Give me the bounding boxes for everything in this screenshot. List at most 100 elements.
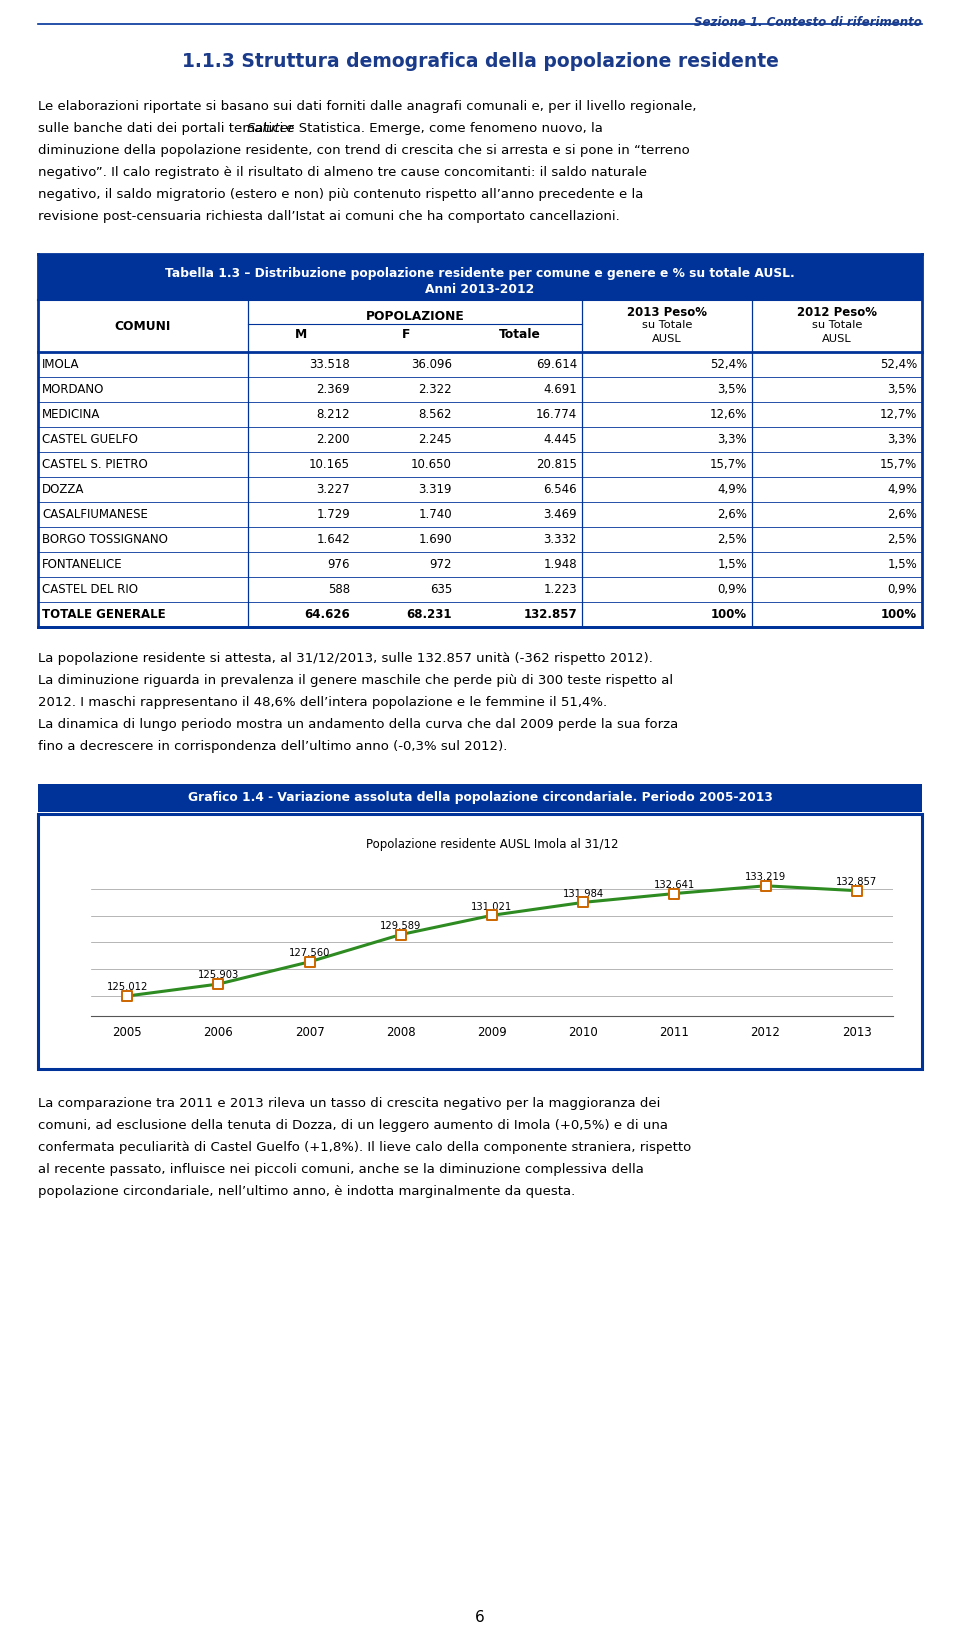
Text: comuni, ad esclusione della tenuta di Dozza, di un leggero aumento di Imola (+0,: comuni, ad esclusione della tenuta di Do… xyxy=(38,1118,668,1131)
Text: Grafico 1.4 - Variazione assoluta della popolazione circondariale. Periodo 2005-: Grafico 1.4 - Variazione assoluta della … xyxy=(187,792,773,804)
Text: 36.096: 36.096 xyxy=(411,357,452,371)
Text: 6.546: 6.546 xyxy=(543,483,577,496)
Text: 10.165: 10.165 xyxy=(309,458,350,471)
Text: 10.650: 10.650 xyxy=(411,458,452,471)
Text: 125.903: 125.903 xyxy=(198,970,239,980)
Point xyxy=(484,903,499,929)
Point xyxy=(120,983,135,1010)
Text: 2,6%: 2,6% xyxy=(887,507,917,520)
Text: 2012. I maschi rappresentano il 48,6% dell’intera popolazione e le femmine il 51: 2012. I maschi rappresentano il 48,6% de… xyxy=(38,697,607,708)
Text: confermata peculiarità di Castel Guelfo (+1,8%). Il lieve calo della componente : confermata peculiarità di Castel Guelfo … xyxy=(38,1141,691,1155)
Point xyxy=(302,949,318,975)
Text: 2.200: 2.200 xyxy=(317,433,350,446)
Text: MEDICINA: MEDICINA xyxy=(42,408,101,422)
Text: 52,4%: 52,4% xyxy=(709,357,747,371)
Text: DOZZA: DOZZA xyxy=(42,483,84,496)
Text: 1.740: 1.740 xyxy=(419,507,452,520)
Text: 15,7%: 15,7% xyxy=(709,458,747,471)
Text: 1.1.3 Struttura demografica della popolazione residente: 1.1.3 Struttura demografica della popola… xyxy=(181,53,779,71)
Text: CASTEL S. PIETRO: CASTEL S. PIETRO xyxy=(42,458,148,471)
Text: 2013 Peso%: 2013 Peso% xyxy=(627,306,707,320)
Text: Saluter: Saluter xyxy=(247,122,294,135)
Text: 15,7%: 15,7% xyxy=(879,458,917,471)
FancyBboxPatch shape xyxy=(38,254,922,300)
Text: TOTALE GENERALE: TOTALE GENERALE xyxy=(42,608,166,621)
Text: 2,5%: 2,5% xyxy=(887,534,917,547)
Title: Popolazione residente AUSL Imola al 31/12: Popolazione residente AUSL Imola al 31/1… xyxy=(366,838,618,851)
Text: La comparazione tra 2011 e 2013 rileva un tasso di crescita negativo per la magg: La comparazione tra 2011 e 2013 rileva u… xyxy=(38,1097,660,1110)
Text: AUSL: AUSL xyxy=(822,334,852,344)
Text: 3,5%: 3,5% xyxy=(887,384,917,395)
Text: 64.626: 64.626 xyxy=(304,608,350,621)
Text: 4,9%: 4,9% xyxy=(887,483,917,496)
Text: 6: 6 xyxy=(475,1611,485,1626)
Text: 1.690: 1.690 xyxy=(419,534,452,547)
Text: 132.857: 132.857 xyxy=(523,608,577,621)
Text: Le elaborazioni riportate si basano sui dati forniti dalle anagrafi comunali e, : Le elaborazioni riportate si basano sui … xyxy=(38,100,697,114)
Text: Tabella 1.3 – Distribuzione popolazione residente per comune e genere e % su tot: Tabella 1.3 – Distribuzione popolazione … xyxy=(165,267,795,280)
Text: su Totale: su Totale xyxy=(812,320,862,329)
Text: CASTEL DEL RIO: CASTEL DEL RIO xyxy=(42,583,138,596)
Text: M: M xyxy=(296,328,307,341)
Text: Totale: Totale xyxy=(498,328,540,341)
Text: POPOLAZIONE: POPOLAZIONE xyxy=(366,310,465,323)
Text: 1,5%: 1,5% xyxy=(717,558,747,572)
Text: 3.469: 3.469 xyxy=(543,507,577,520)
Text: 16.774: 16.774 xyxy=(536,408,577,422)
Text: negativo, il saldo migratorio (estero e non) più contenuto rispetto all’anno pre: negativo, il saldo migratorio (estero e … xyxy=(38,188,643,201)
Text: 3.319: 3.319 xyxy=(419,483,452,496)
Text: 68.231: 68.231 xyxy=(406,608,452,621)
Text: 132.641: 132.641 xyxy=(654,879,695,889)
Text: 3.227: 3.227 xyxy=(317,483,350,496)
Text: 2.369: 2.369 xyxy=(317,384,350,395)
Text: su Totale: su Totale xyxy=(642,320,692,329)
Text: 0,9%: 0,9% xyxy=(887,583,917,596)
Text: 12,6%: 12,6% xyxy=(709,408,747,422)
Point xyxy=(211,970,227,996)
Text: e Statistica. Emerge, come fenomeno nuovo, la: e Statistica. Emerge, come fenomeno nuov… xyxy=(281,122,603,135)
Text: BORGO TOSSIGNANO: BORGO TOSSIGNANO xyxy=(42,534,168,547)
Text: 125.012: 125.012 xyxy=(107,982,148,991)
Text: 1,5%: 1,5% xyxy=(887,558,917,572)
Text: COMUNI: COMUNI xyxy=(115,320,171,333)
Text: CASTEL GUELFO: CASTEL GUELFO xyxy=(42,433,138,446)
Text: 12,7%: 12,7% xyxy=(879,408,917,422)
Text: 3,3%: 3,3% xyxy=(717,433,747,446)
Text: fino a decrescere in corrispondenza dell’ultimo anno (-0,3% sul 2012).: fino a decrescere in corrispondenza dell… xyxy=(38,740,508,753)
Point xyxy=(394,921,409,947)
Text: Anni 2013-2012: Anni 2013-2012 xyxy=(425,283,535,296)
Text: 4.691: 4.691 xyxy=(543,384,577,395)
Text: La diminuzione riguarda in prevalenza il genere maschile che perde più di 300 te: La diminuzione riguarda in prevalenza il… xyxy=(38,674,673,687)
Point xyxy=(757,873,773,899)
Text: 100%: 100% xyxy=(710,608,747,621)
Text: 131.984: 131.984 xyxy=(563,889,604,899)
Text: 2.322: 2.322 xyxy=(419,384,452,395)
Text: al recente passato, influisce nei piccoli comuni, anche se la diminuzione comple: al recente passato, influisce nei piccol… xyxy=(38,1163,644,1176)
Text: IMOLA: IMOLA xyxy=(42,357,80,371)
Text: 0,9%: 0,9% xyxy=(717,583,747,596)
Text: 1.729: 1.729 xyxy=(316,507,350,520)
Text: 4.445: 4.445 xyxy=(543,433,577,446)
Text: 588: 588 xyxy=(328,583,350,596)
Text: 635: 635 xyxy=(430,583,452,596)
Text: 2,5%: 2,5% xyxy=(717,534,747,547)
Point xyxy=(849,878,864,904)
Text: 20.815: 20.815 xyxy=(536,458,577,471)
Text: 8.562: 8.562 xyxy=(419,408,452,422)
Text: 1.948: 1.948 xyxy=(543,558,577,572)
Text: 52,4%: 52,4% xyxy=(879,357,917,371)
Text: 133.219: 133.219 xyxy=(745,871,786,883)
Text: 2.245: 2.245 xyxy=(419,433,452,446)
Text: La dinamica di lungo periodo mostra un andamento della curva che dal 2009 perde : La dinamica di lungo periodo mostra un a… xyxy=(38,718,679,731)
Text: 3,5%: 3,5% xyxy=(717,384,747,395)
Text: Sezione 1. Contesto di riferimento: Sezione 1. Contesto di riferimento xyxy=(694,16,922,30)
Text: 100%: 100% xyxy=(881,608,917,621)
Text: AUSL: AUSL xyxy=(652,334,682,344)
Text: La popolazione residente si attesta, al 31/12/2013, sulle 132.857 unità (-362 ri: La popolazione residente si attesta, al … xyxy=(38,652,653,665)
Text: negativo”. Il calo registrato è il risultato di almeno tre cause concomitanti: i: negativo”. Il calo registrato è il risul… xyxy=(38,166,647,180)
Text: sulle banche dati dei portali tematici: sulle banche dati dei portali tematici xyxy=(38,122,288,135)
Text: 131.021: 131.021 xyxy=(471,901,513,911)
FancyBboxPatch shape xyxy=(38,784,922,812)
Text: FONTANELICE: FONTANELICE xyxy=(42,558,123,572)
Text: 8.212: 8.212 xyxy=(317,408,350,422)
